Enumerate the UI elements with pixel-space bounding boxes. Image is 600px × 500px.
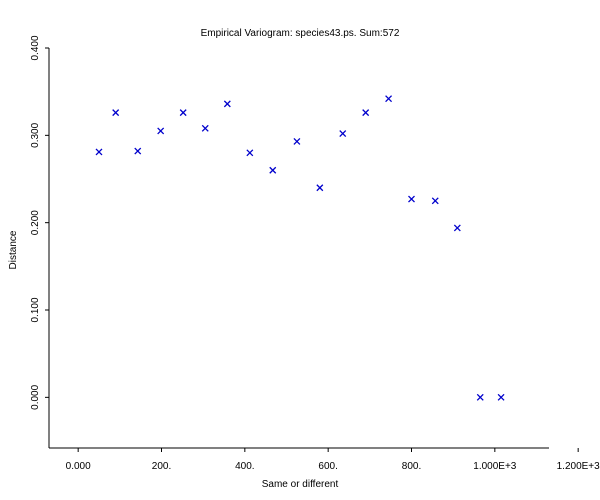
data-point-marker bbox=[408, 195, 415, 203]
data-point-marker bbox=[476, 393, 484, 401]
data-point-marker bbox=[246, 149, 254, 157]
x-tick-label: 400. bbox=[235, 461, 254, 472]
data-point-marker bbox=[453, 224, 461, 232]
axes bbox=[48, 48, 549, 449]
x-tick-label: 600. bbox=[318, 461, 337, 472]
x-tick-label: 1.000E+3 bbox=[473, 461, 517, 472]
x-axis-label: Same or different bbox=[262, 479, 339, 490]
x-tick-label: 1.200E+3 bbox=[557, 461, 600, 472]
data-point-marker bbox=[157, 127, 165, 135]
chart-title: Empirical Variogram: species43.ps. Sum:5… bbox=[201, 28, 400, 39]
data-point-marker bbox=[339, 130, 347, 138]
y-tick-label: 0.400 bbox=[30, 35, 41, 60]
y-tick-label: 0.300 bbox=[30, 122, 41, 147]
x-axis-ticks: 0.000 200. 400. 600. 800. 1.000E+3 1.200E+3 bbox=[66, 448, 600, 472]
data-point-marker bbox=[385, 95, 393, 103]
data-point-marker bbox=[179, 109, 187, 117]
x-tick-label: 200. bbox=[152, 461, 171, 472]
data-points bbox=[95, 95, 505, 401]
data-point-marker bbox=[316, 184, 324, 192]
y-tick-label: 0.200 bbox=[30, 210, 41, 235]
y-tick-label: 0.100 bbox=[30, 297, 41, 322]
data-point-marker bbox=[497, 393, 505, 401]
y-axis-label: Distance bbox=[8, 230, 19, 269]
y-tick-label: 0.000 bbox=[30, 384, 41, 409]
data-point-marker bbox=[201, 124, 209, 132]
x-tick-label: 0.000 bbox=[66, 461, 91, 472]
data-point-marker bbox=[293, 137, 301, 145]
y-axis-ticks: 0.000 0.100 0.200 0.300 0.400 bbox=[30, 35, 49, 410]
data-point-marker bbox=[112, 109, 120, 117]
data-point-marker bbox=[269, 166, 277, 174]
data-point-marker bbox=[95, 148, 103, 156]
data-point-marker bbox=[134, 147, 142, 155]
data-point-marker bbox=[362, 109, 370, 117]
data-point-marker bbox=[431, 197, 439, 205]
x-tick-label: 800. bbox=[402, 461, 421, 472]
data-point-marker bbox=[223, 100, 231, 108]
